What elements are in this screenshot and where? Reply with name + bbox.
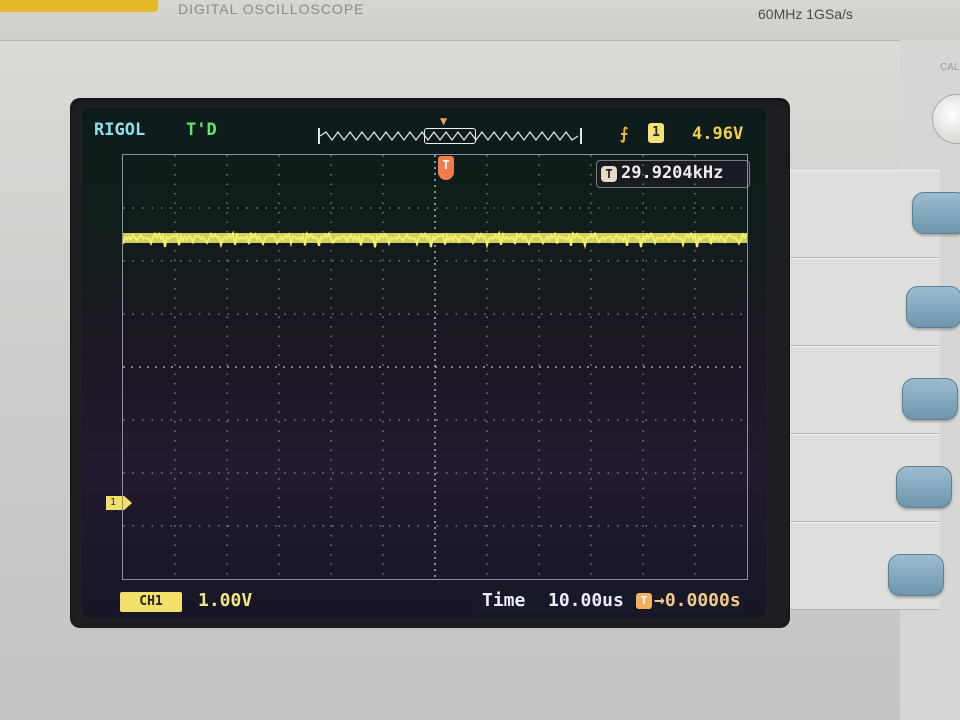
trigger-position-marker-icon: T xyxy=(438,156,454,180)
softkey-5[interactable] xyxy=(888,554,944,596)
lcd-screen: RIGOL T'D ▼ ⨍ 1 4.96V T 29.9204kHz T 1 C… xyxy=(82,108,766,618)
trigger-level-value: 4.96V xyxy=(692,124,744,144)
trigger-pointer-icon: ▼ xyxy=(440,114,448,128)
status-bar: CH1 1.00V Time 10.00us T →0.0000s xyxy=(82,580,766,618)
time-per-div-value: 10.00us xyxy=(548,590,624,611)
memory-waveform-icon xyxy=(320,131,579,141)
time-offset-icon: T xyxy=(636,593,652,609)
ch1-ground-marker: 1 xyxy=(106,496,132,510)
model-label: DIGITAL OSCILLOSCOPE xyxy=(178,1,365,17)
ch1-volts-per-div: 1.00V xyxy=(198,590,253,611)
cal-label: CAL xyxy=(940,62,960,73)
spec-label: 60MHz 1GSa/s xyxy=(758,6,853,22)
frequency-icon: T xyxy=(601,166,617,182)
brand-logo xyxy=(0,0,158,12)
ch1-waveform-trace xyxy=(123,230,747,250)
memory-window-indicator xyxy=(424,128,476,144)
waveform-grid xyxy=(122,154,748,580)
top-panel: DIGITAL OSCILLOSCOPE 60MHz 1GSa/s xyxy=(0,0,960,41)
memory-position-bar xyxy=(318,128,582,144)
trigger-status-label: T'D xyxy=(186,120,217,140)
scope-brand-label: RIGOL xyxy=(94,120,146,140)
frequency-readout: T 29.9204kHz xyxy=(596,160,750,188)
ch1-badge: CH1 xyxy=(120,592,182,612)
softkey-2[interactable] xyxy=(906,286,960,328)
rising-edge-icon: ⨍ xyxy=(620,124,629,143)
softkey-4[interactable] xyxy=(896,466,952,508)
graticule xyxy=(123,155,747,579)
time-offset-value: →0.0000s xyxy=(654,590,741,611)
frequency-value: 29.9204kHz xyxy=(621,163,724,183)
softkey-1[interactable] xyxy=(912,192,960,234)
time-label: Time xyxy=(482,590,526,611)
timebase-readout: Time 10.00us T →0.0000s xyxy=(472,588,748,614)
softkey-3[interactable] xyxy=(902,378,958,420)
trigger-source-icon: 1 xyxy=(648,123,664,143)
